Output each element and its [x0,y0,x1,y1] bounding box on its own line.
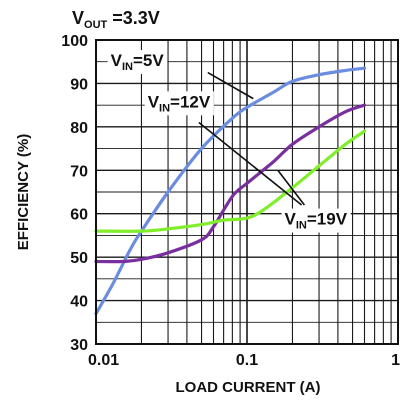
annotation-background [144,91,214,116]
efficiency-curves [94,66,367,316]
y-tick-label: 50 [70,250,88,267]
annotation-background [107,50,168,75]
tick-labels: 0.01 0.1 1 30 40 50 60 70 80 90 100 [61,33,400,369]
title-main: V [72,8,84,28]
annotation-background [281,208,351,233]
annotation-subscript: IN [122,61,133,73]
y-tick-label: 90 [70,76,88,93]
y-axis-label: EFFICIENCY (%) [15,134,32,250]
series-line-vin19 [94,129,367,233]
y-tick-label: 70 [70,163,88,180]
plot-frame [95,39,399,345]
y-tick-label: 30 [70,337,88,354]
x-tick-label: 0.1 [236,352,258,369]
y-tick-label: 40 [70,294,88,311]
title-rest: =3.3V [107,8,160,28]
title-subscript: OUT [84,19,108,31]
annotation-rest: =12V [170,92,211,111]
annotation-rest: =19V [307,210,348,229]
annotation-pointer-vin12 [198,121,303,206]
annotation-main: V [111,51,123,70]
x-axis-label: LOAD CURRENT (A) [176,379,321,396]
y-tick-label: 60 [70,207,88,224]
series-line-vin12 [94,103,367,264]
annotation-main: V [285,210,297,229]
x-tick-label: 1 [391,352,400,369]
annotation-pointer-vin19 [277,169,306,206]
annotation-label-vin19: VIN=19V [285,210,348,232]
y-tick-label: 100 [61,33,88,50]
x-tick-label: 0.01 [88,352,119,369]
annotation-subscript: IN [159,102,170,114]
annotation-pointer-vin5 [207,71,254,100]
annotation-rest: =5V [133,51,164,70]
series-line-vin5 [94,66,367,316]
grid-lines [96,40,398,344]
annotation-label-vin12: VIN=12V [148,92,211,114]
annotation-subscript: IN [296,220,307,232]
y-tick-label: 80 [70,120,88,137]
annotation-main: V [148,92,160,111]
chart-title: VOUT =3.3V [72,8,160,31]
annotation-label-vin5: VIN=5V [111,51,165,73]
